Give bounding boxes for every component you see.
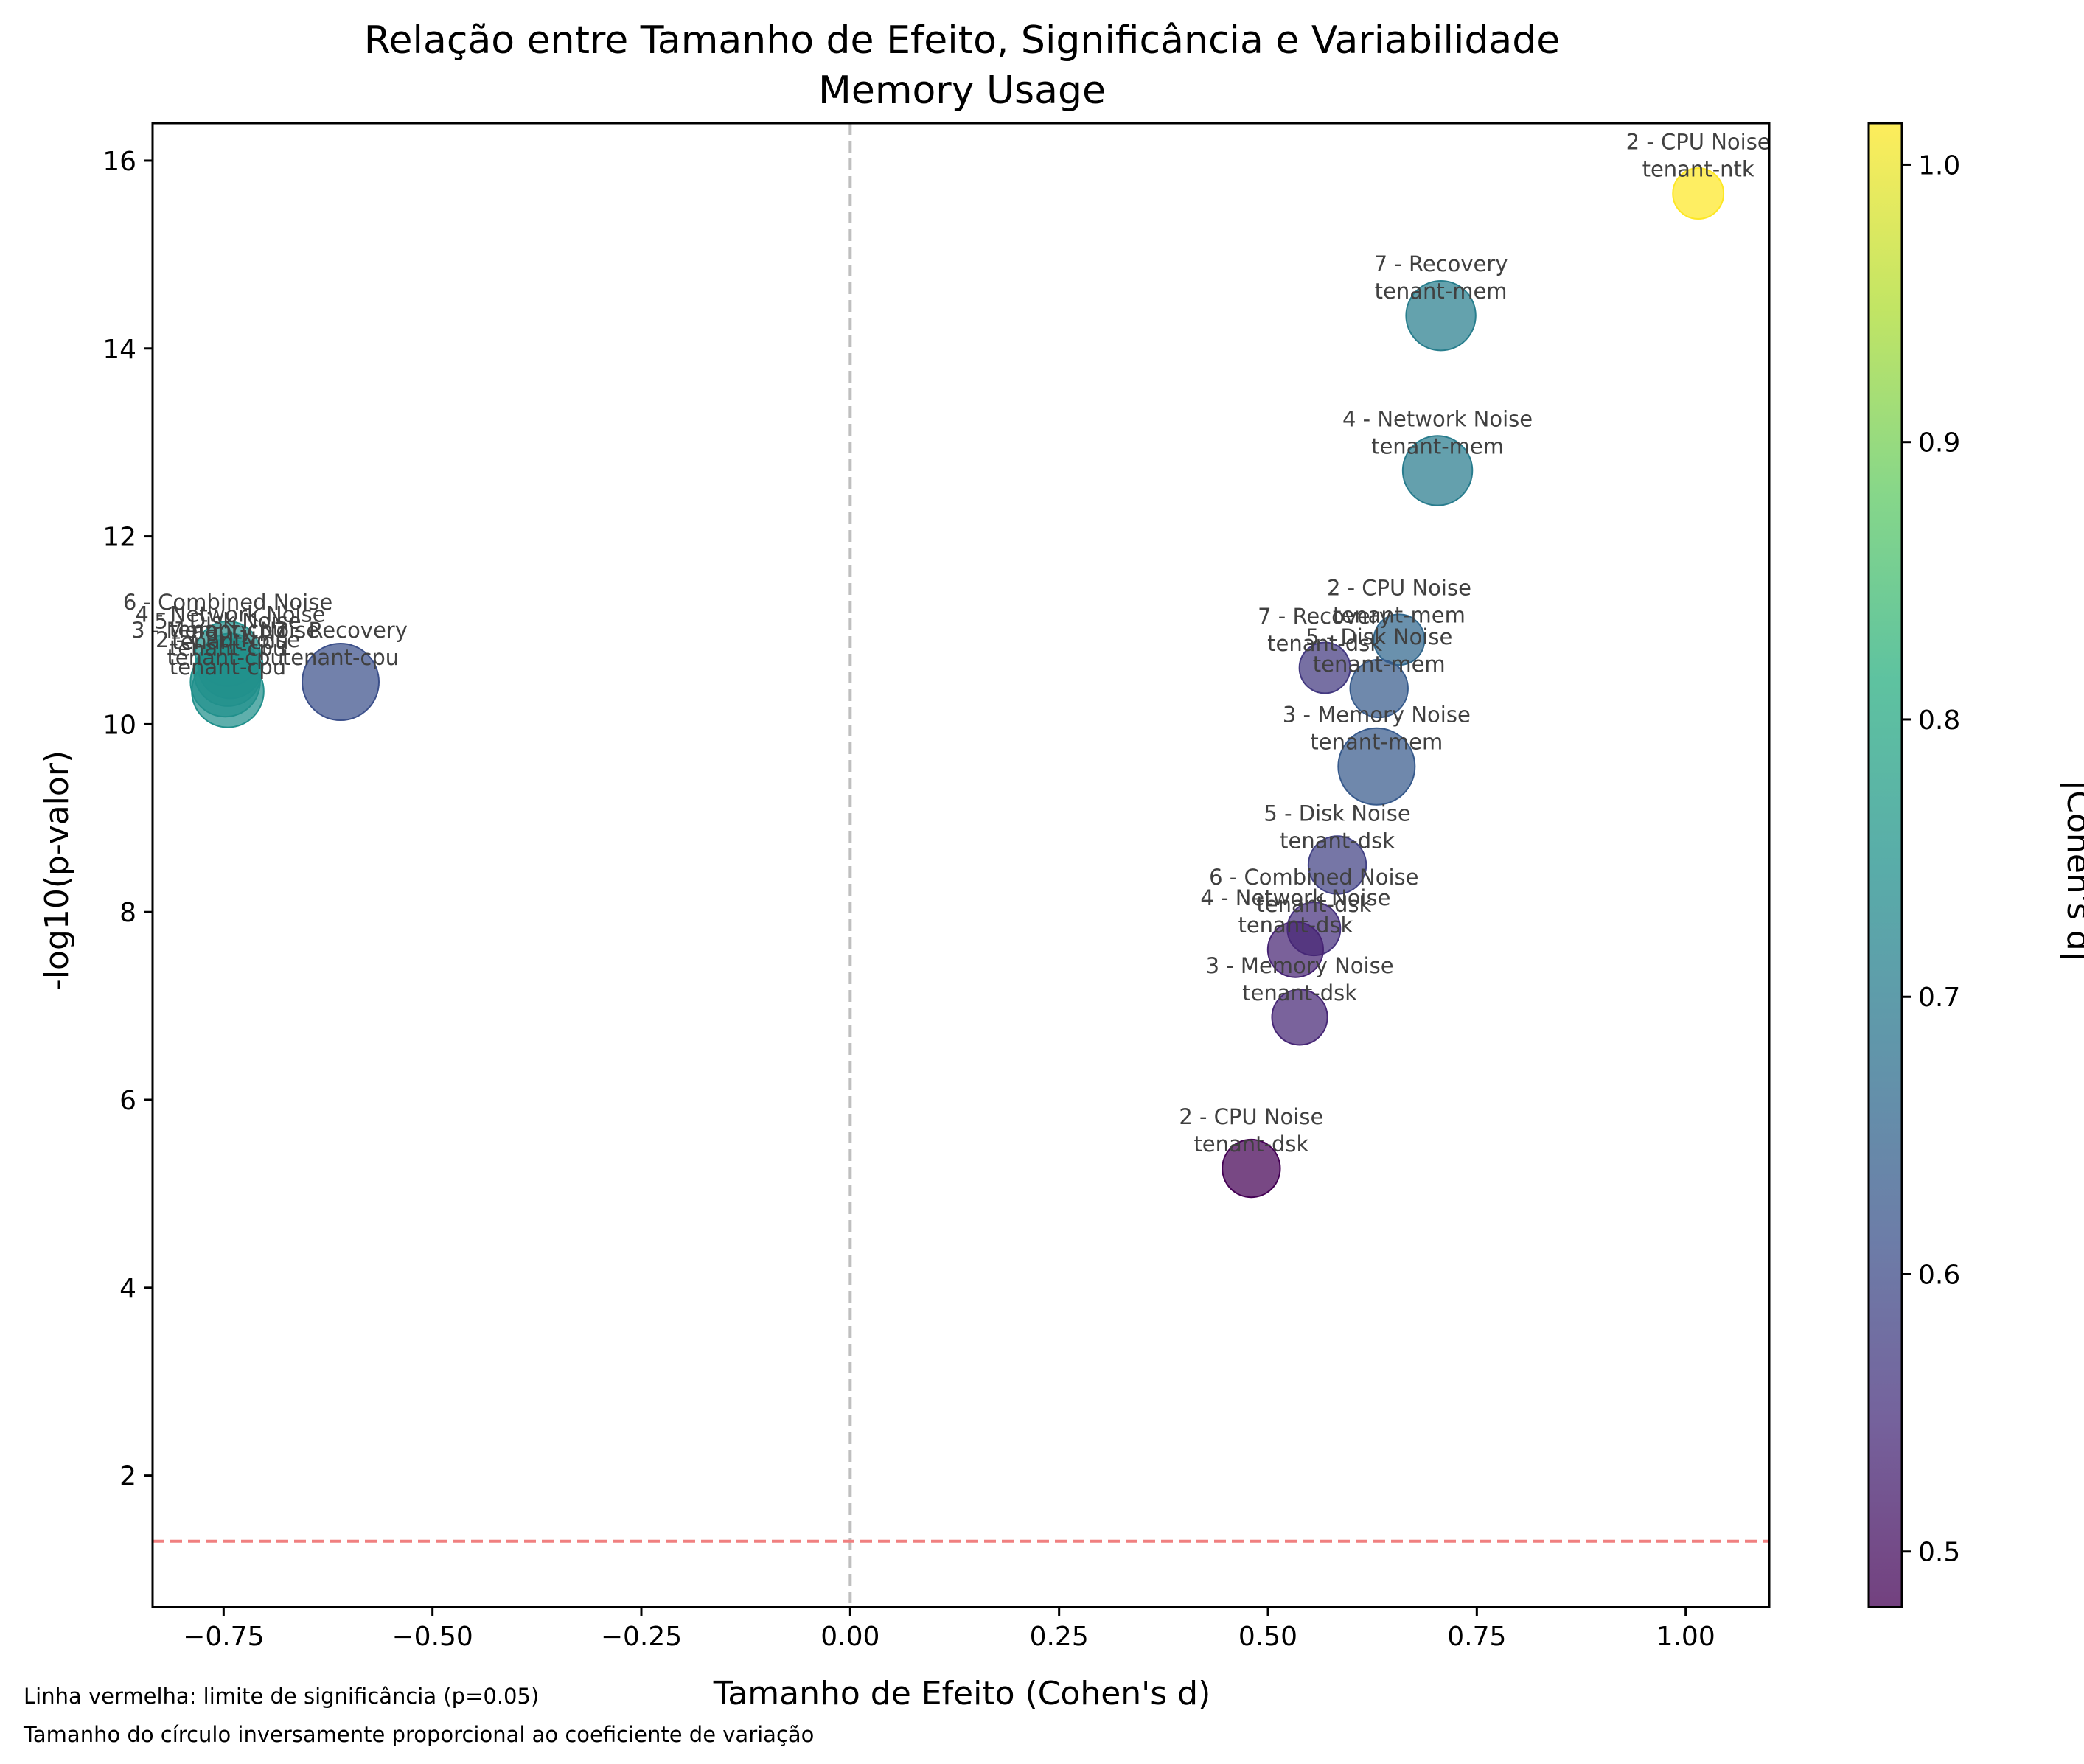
colorbar-label: |Cohen's d| — [2060, 779, 2084, 961]
point-label-phase: 2 - CPU Noise — [1179, 1104, 1323, 1129]
point-label-tenant: tenant-ntk — [1642, 157, 1754, 182]
data-point[interactable] — [1405, 279, 1477, 352]
data-point[interactable] — [1222, 1138, 1281, 1199]
colorbar-tick-label: 1.0 — [1918, 150, 1960, 181]
y-tick-label: 12 — [102, 523, 136, 553]
point-label-phase: 7 - Recovery — [1258, 604, 1392, 629]
point-label-phase: 7 - Recovery — [273, 618, 408, 643]
point-label-tenant: tenant-mem — [1333, 603, 1466, 628]
colorbar-tick-label: 0.9 — [1918, 428, 1960, 459]
data-point[interactable] — [1307, 835, 1367, 895]
point-label-tenant: tenant-dsk — [1256, 892, 1371, 917]
x-tick-label: 0.00 — [820, 1622, 879, 1652]
point-label-tenant: tenant-dsk — [1193, 1132, 1308, 1157]
colorbar-tick-label: 0.7 — [1918, 983, 1960, 1013]
point-label-tenant: tenant-mem — [1310, 730, 1443, 755]
point-label-phase: 5 - Disk Noise — [1306, 624, 1452, 649]
footnote-significance: Linha vermelha: limite de significância … — [24, 1684, 539, 1709]
point-label-tenant: tenant-dsk — [1242, 980, 1357, 1005]
point-label-phase: 4 - Network Noise — [135, 602, 325, 627]
point-label-tenant: tenant-mem — [1371, 433, 1504, 459]
point-label-tenant: tenant-cpu — [282, 645, 399, 670]
data-point[interactable] — [1337, 727, 1416, 806]
colorbar: 0.5 0.6 0.7 0.8 0.9 1.0 — [1867, 122, 1960, 1608]
point-label-tenant: tenant-cpu — [170, 655, 286, 680]
point-label-phase: 3 - Memory Noise — [1206, 953, 1394, 978]
data-point[interactable] — [1266, 921, 1325, 978]
x-tick-label: 0.75 — [1447, 1622, 1506, 1652]
y-tick-label: 8 — [119, 898, 136, 928]
point-label-tenant: tenant-mem — [1313, 652, 1446, 677]
point-label-phase: 4 - Network Noise — [1200, 885, 1390, 910]
plot-frame — [151, 122, 1771, 1608]
x-tick-label: −0.75 — [183, 1622, 264, 1652]
colorbar-tick-label: 0.8 — [1918, 705, 1960, 736]
data-point[interactable] — [1373, 613, 1426, 666]
colorbar-gradient — [1869, 123, 1902, 1607]
y-tick-label: 6 — [119, 1086, 136, 1116]
point-label-phase: 5 - Disk Noise — [1264, 801, 1410, 826]
point-label-tenant: tenant-cpu — [172, 629, 288, 654]
y-tick-label: 14 — [102, 335, 136, 365]
data-point[interactable] — [1401, 435, 1474, 506]
point-label-phase: 6 - Combined Noise — [123, 590, 332, 615]
point-label-tenant: tenant-dsk — [1238, 913, 1353, 938]
x-axis-label: Tamanho de Efeito (Cohen's d) — [713, 1675, 1211, 1712]
x-tick-label: −0.25 — [601, 1622, 682, 1652]
colorbar-tick-label: 0.5 — [1918, 1538, 1960, 1568]
point-label-tenant: tenant-dsk — [1267, 631, 1382, 656]
data-point[interactable] — [191, 655, 265, 728]
colorbar-frame — [1867, 122, 1903, 1608]
x-tick-label: 1.00 — [1656, 1622, 1715, 1652]
y-axis-label: -log10(p-valor) — [38, 750, 76, 991]
data-point[interactable] — [1271, 989, 1328, 1046]
data-point[interactable] — [1672, 167, 1725, 220]
y-tick-label: 2 — [119, 1462, 136, 1492]
data-point[interactable] — [1298, 641, 1351, 694]
point-label-phase: 4 - Network Noise — [1342, 406, 1533, 431]
x-tick-label: 0.50 — [1238, 1622, 1297, 1652]
point-label-tenant: tenant-mem — [1375, 279, 1508, 304]
y-tick-label: 10 — [102, 710, 136, 740]
point-label-phase: 6 - Combined Noise — [1209, 865, 1418, 890]
point-label-phase: 7 - Recovery — [1374, 251, 1508, 276]
x-tick-label: 0.25 — [1030, 1622, 1089, 1652]
data-point[interactable] — [302, 643, 380, 722]
point-label-phase: 2 - CPU Noise — [1626, 130, 1771, 155]
y-tick-label: 4 — [119, 1274, 136, 1304]
point-label-phase: 3 - Memory Noise — [131, 618, 319, 643]
point-label-tenant: tenant-dsk — [1280, 829, 1395, 854]
chart-subtitle: Memory Usage — [818, 69, 1106, 113]
point-label-tenant: tenant-cpu — [170, 617, 286, 642]
point-label-tenant: tenant-cpu — [170, 635, 286, 660]
x-tick-label: −0.50 — [392, 1622, 473, 1652]
colorbar-tick-label: 0.6 — [1918, 1260, 1960, 1290]
point-label-tenant: tenant-cpu — [167, 645, 283, 670]
point-label-phase: 5 - Disk Noise — [154, 608, 301, 633]
data-point[interactable] — [1349, 658, 1409, 719]
chart-title: Relação entre Tamanho de Efeito, Signifi… — [364, 18, 1561, 63]
y-tick-label: 16 — [102, 147, 136, 177]
point-label-phase: 2 - CPU Noise — [156, 627, 300, 652]
point-label-phase: 3 - Memory Noise — [1283, 703, 1471, 728]
point-label-phase: 2 - CPU Noise — [1327, 576, 1471, 601]
footnote-circle-size: Tamanho do círculo inversamente proporci… — [23, 1722, 814, 1747]
